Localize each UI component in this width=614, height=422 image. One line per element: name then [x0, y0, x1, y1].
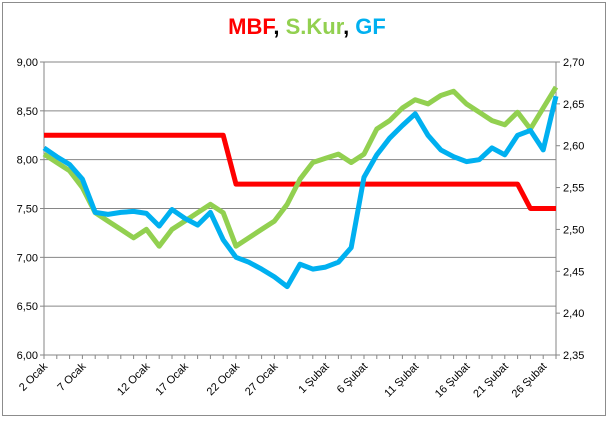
- right-tick-label: 2,45: [563, 266, 584, 278]
- x-tick-label: 11 Şubat: [382, 361, 421, 400]
- x-tick-label: 22 Ocak: [205, 360, 243, 398]
- x-tick-label: 16 Şubat: [433, 361, 473, 401]
- series-line-gf: [42, 95, 559, 290]
- right-tick-label: 2,40: [563, 308, 584, 320]
- right-tick-label: 2,65: [563, 99, 584, 111]
- right-tick-label: 2,70: [563, 57, 584, 69]
- title-part-0: MBF: [228, 14, 274, 39]
- title-part-2: S.Kur: [285, 14, 344, 39]
- left-tick-label: 7,50: [17, 204, 38, 216]
- series-line-mbf: [44, 132, 556, 211]
- chart-title: MBF, S.Kur, GF: [0, 14, 614, 40]
- x-tick-label: 7 Ocak: [55, 360, 88, 393]
- x-tick-label: 12 Ocak: [115, 360, 153, 398]
- left-tick-label: 9,00: [17, 57, 38, 69]
- x-tick-label: 17 Ocak: [153, 360, 191, 398]
- x-tick-label: 6 Şubat: [335, 361, 370, 396]
- left-tick-label: 6,50: [17, 301, 38, 313]
- x-tick-label: 27 Ocak: [243, 360, 281, 398]
- title-part-1: ,: [273, 14, 286, 39]
- right-tick-label: 2,35: [563, 350, 584, 362]
- title-part-4: GF: [355, 14, 386, 39]
- left-tick-label: 6,00: [17, 350, 38, 362]
- series-line-skur: [42, 85, 559, 249]
- left-tick-label: 8,50: [17, 106, 38, 118]
- right-tick-label: 2,50: [563, 224, 584, 236]
- right-tick-label: 2,60: [563, 141, 584, 153]
- x-tick-label: 2 Ocak: [17, 360, 50, 393]
- left-tick-label: 8,00: [17, 155, 38, 167]
- left-tick-label: 7,00: [17, 252, 38, 264]
- x-tick-label: 1 Şubat: [296, 361, 331, 396]
- x-tick-label: 26 Şubat: [510, 361, 550, 401]
- title-part-3: ,: [343, 14, 356, 39]
- right-tick-label: 2,55: [563, 183, 584, 195]
- x-tick-label: 21 Şubat: [471, 361, 511, 401]
